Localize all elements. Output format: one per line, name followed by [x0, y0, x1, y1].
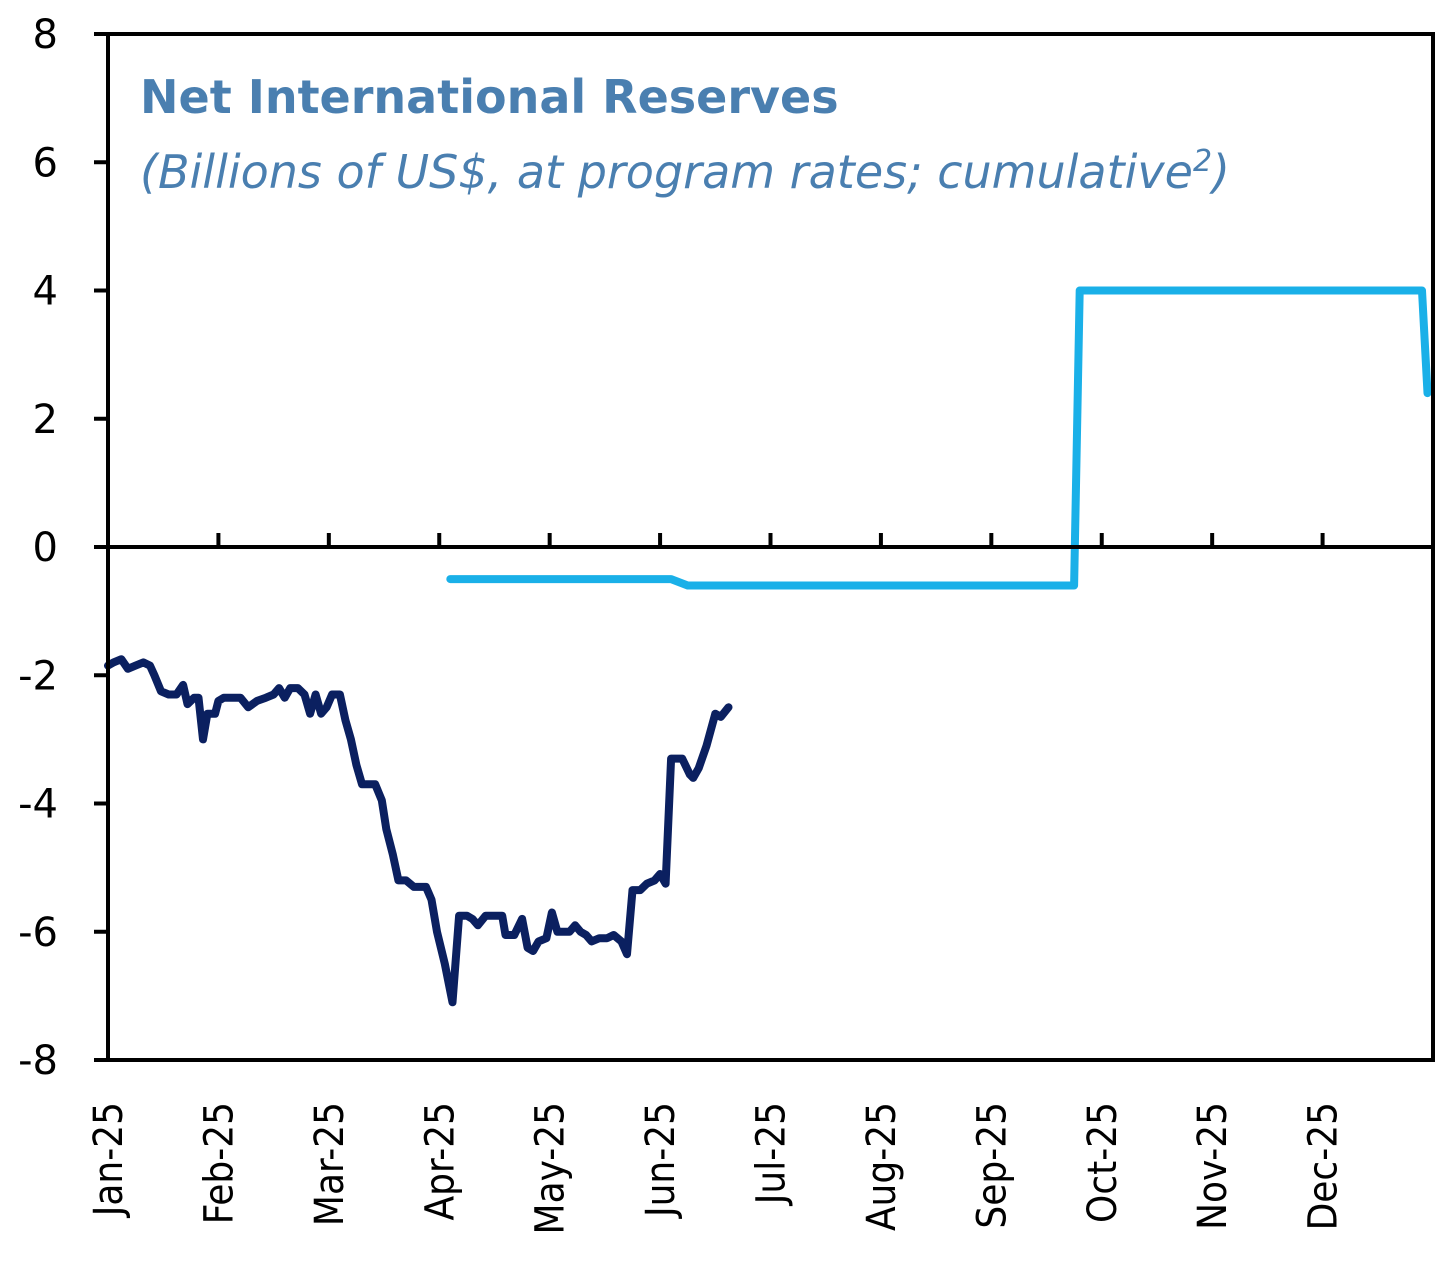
- series-layer: [104, 286, 1432, 1007]
- x-tick-label: Aug-25: [859, 1102, 905, 1231]
- x-tick-label: Jun-25: [638, 1102, 684, 1219]
- chart-title-block: Net International Reserves (Billions of …: [140, 70, 1230, 199]
- x-axis-labels: Jan-25 Feb-25 Mar-25 Apr-25 May-25 Jun-25 Jul-…: [86, 1102, 1347, 1234]
- y-tick-label: -4: [18, 782, 58, 828]
- x-tick-label: Mar-25: [307, 1102, 353, 1226]
- x-tick-label: Apr-25: [417, 1102, 463, 1220]
- chart-subtitle-text: (Billions of US$, at program rates; cumu…: [140, 145, 1193, 199]
- y-tick-label: 8: [33, 12, 58, 58]
- x-tick-label: Dec-25: [1301, 1102, 1347, 1230]
- y-axis-labels: 8 6 4 2 0 -2 -4 -6 -8: [18, 12, 58, 1084]
- y-axis-tick-marks: [94, 32, 108, 1062]
- chart-subtitle-close: ): [1209, 145, 1230, 199]
- x-tick-label: Feb-25: [196, 1102, 242, 1224]
- y-tick-label: -2: [18, 653, 58, 699]
- y-tick-label: 0: [33, 525, 58, 571]
- x-tick-label: Jul-25: [749, 1102, 795, 1206]
- y-tick-label: -8: [18, 1038, 58, 1084]
- x-tick-label: Nov-25: [1190, 1102, 1236, 1230]
- x-tick-label: Sep-25: [969, 1102, 1015, 1229]
- chart-subtitle: (Billions of US$, at program rates; cumu…: [140, 144, 1230, 200]
- x-tick-label: Oct-25: [1080, 1102, 1126, 1223]
- chart-title: Net International Reserves: [140, 70, 839, 124]
- y-tick-label: 6: [33, 140, 58, 186]
- chart-subtitle-superscript: 2: [1193, 144, 1212, 179]
- y-tick-label: 2: [33, 397, 58, 443]
- series-line-target: [446, 286, 1432, 590]
- x-axis-tick-marks: [216, 533, 1325, 547]
- series-line-actual: [104, 655, 733, 1007]
- x-tick-label: Jan-25: [86, 1102, 132, 1218]
- y-tick-label: 4: [33, 269, 58, 315]
- plot-frame: [106, 32, 1435, 1062]
- y-tick-label: -6: [18, 910, 58, 956]
- x-tick-label: May-25: [528, 1102, 574, 1234]
